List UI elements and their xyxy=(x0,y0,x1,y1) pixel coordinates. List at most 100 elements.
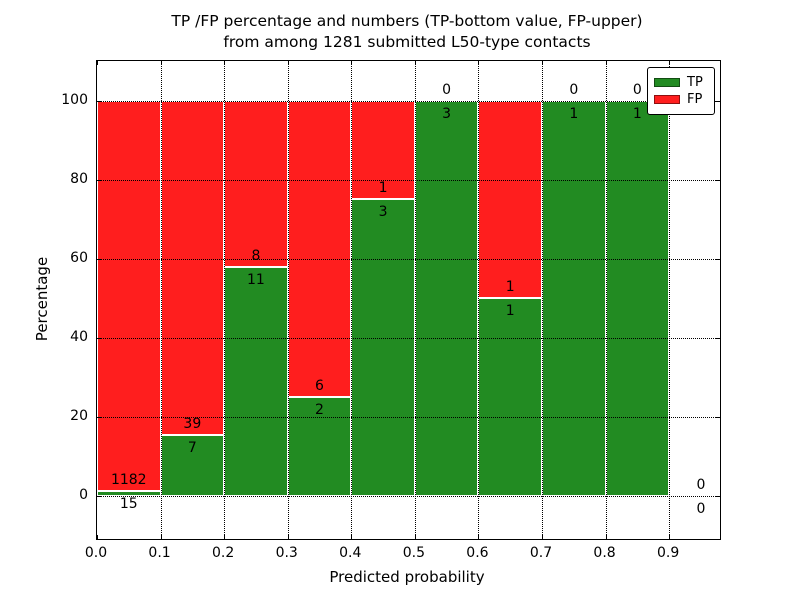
x-tick-label: 0.8 xyxy=(593,545,616,561)
y-tick-label: 60 xyxy=(70,249,88,266)
tp-swatch-icon xyxy=(654,77,680,87)
tp-count-label: 1 xyxy=(569,105,579,122)
horizontal-gridline xyxy=(97,337,720,339)
vertical-gridline xyxy=(414,61,416,539)
fp-count-label: 1 xyxy=(505,279,515,296)
x-tick-top xyxy=(414,61,416,65)
horizontal-gridline xyxy=(97,258,720,260)
x-tick-label: 0.5 xyxy=(402,545,425,561)
x-tick-top xyxy=(224,61,226,65)
legend: TP FP xyxy=(647,67,715,115)
legend-label-tp: TP xyxy=(687,74,703,90)
bar-segment-tp xyxy=(224,266,288,496)
fp-count-label: 8 xyxy=(251,247,261,264)
tp-count-label: 11 xyxy=(247,271,265,288)
x-tick-bottom xyxy=(351,535,353,539)
y-tick-left xyxy=(97,179,101,181)
bar-segment-tp xyxy=(605,100,670,496)
bar-segment-tp xyxy=(287,396,352,496)
x-tick-bottom xyxy=(542,535,543,539)
y-tick-label: 0 xyxy=(79,486,88,503)
bar-segment-fp xyxy=(287,100,352,397)
x-tick-bottom xyxy=(669,535,671,539)
y-tick-right xyxy=(716,179,720,181)
chart-title-line1: TP /FP percentage and numbers (TP-bottom… xyxy=(171,12,643,30)
chart-title: TP /FP percentage and numbers (TP-bottom… xyxy=(57,11,757,53)
bars-layer xyxy=(97,61,720,539)
vertical-gridline xyxy=(287,61,289,539)
x-tick-bottom xyxy=(605,535,607,539)
fp-count-label: 0 xyxy=(696,476,706,493)
fp-count-label: 6 xyxy=(315,377,324,394)
bar-segment-fp xyxy=(97,100,161,491)
x-tick-bottom xyxy=(160,535,162,539)
tp-count-label: 7 xyxy=(187,440,197,457)
tp-count-label: 1 xyxy=(632,105,642,122)
vertical-gridline xyxy=(542,61,543,539)
vertical-gridline xyxy=(351,61,353,539)
x-axis-label: Predicted probability xyxy=(329,568,485,586)
fp-swatch-icon xyxy=(654,95,680,105)
y-tick-right xyxy=(716,337,720,339)
vertical-gridline xyxy=(669,61,671,539)
fp-count-label: 1182 xyxy=(110,471,147,488)
x-tick-top xyxy=(669,61,671,65)
x-tick-bottom xyxy=(97,535,98,539)
x-tick-top xyxy=(351,61,353,65)
bar-segment-tp xyxy=(97,490,161,496)
plot-area: 1182 15 39 7 8 11 6 2 1 3 0 3 1 1 0 1 0 1 0 0 xyxy=(96,60,721,540)
x-tick-bottom xyxy=(287,535,289,539)
y-tick-right xyxy=(716,416,720,418)
fp-count-label: 1 xyxy=(378,180,388,197)
x-tick-label: 0.2 xyxy=(212,545,235,561)
legend-label-fp: FP xyxy=(687,92,703,108)
bar-segment-tp xyxy=(478,298,542,496)
legend-entry-fp: FP xyxy=(654,93,708,106)
y-tick-left xyxy=(97,337,101,339)
vertical-gridline xyxy=(224,61,226,539)
x-tick-top xyxy=(287,61,289,65)
bar-segment-tp xyxy=(542,100,606,496)
y-tick-left xyxy=(97,495,101,497)
horizontal-gridline xyxy=(97,416,720,418)
y-tick-right xyxy=(716,258,720,260)
y-tick-left xyxy=(97,416,101,418)
x-tick-label: 0.7 xyxy=(529,545,553,561)
y-tick-label: 40 xyxy=(70,328,88,345)
fp-count-label: 0 xyxy=(442,81,452,98)
x-tick-label: 0.0 xyxy=(84,545,108,561)
horizontal-gridline xyxy=(97,100,720,102)
x-tick-top xyxy=(97,61,98,65)
x-tick-label: 0.9 xyxy=(657,545,680,561)
vertical-gridline xyxy=(605,61,607,539)
x-tick-bottom xyxy=(478,535,480,539)
x-tick-bottom xyxy=(414,535,416,539)
fp-count-label: 0 xyxy=(632,81,642,98)
bar-segment-tp xyxy=(351,199,415,496)
y-tick-left xyxy=(97,258,101,260)
x-tick-top xyxy=(478,61,480,65)
tp-count-label: 2 xyxy=(315,401,324,418)
x-tick-label: 0.4 xyxy=(339,545,362,561)
ticks-layer xyxy=(97,61,720,539)
bar-segment-fp xyxy=(160,100,225,436)
x-tick-top xyxy=(160,61,162,65)
y-axis-label: Percentage xyxy=(33,256,51,342)
grid-layer xyxy=(97,61,720,539)
horizontal-gridline xyxy=(97,495,720,497)
y-tick-left xyxy=(97,100,101,102)
x-tick-label: 0.3 xyxy=(275,545,298,561)
x-tick-bottom xyxy=(224,535,226,539)
count-labels-layer: 1182 15 39 7 8 11 6 2 1 3 0 3 1 1 0 1 0 1 0 0 xyxy=(97,61,720,539)
x-tick-top xyxy=(542,61,543,65)
x-tick-label: 0.6 xyxy=(466,545,489,561)
legend-entry-tp: TP xyxy=(654,76,708,89)
x-tick-top xyxy=(605,61,607,65)
y-tick-label: 20 xyxy=(70,407,88,424)
tp-count-label: 3 xyxy=(442,105,452,122)
fp-count-label: 0 xyxy=(569,81,579,98)
y-tick-label: 80 xyxy=(70,170,88,187)
bar-segment-fp xyxy=(351,100,415,200)
vertical-gridline xyxy=(478,61,480,539)
